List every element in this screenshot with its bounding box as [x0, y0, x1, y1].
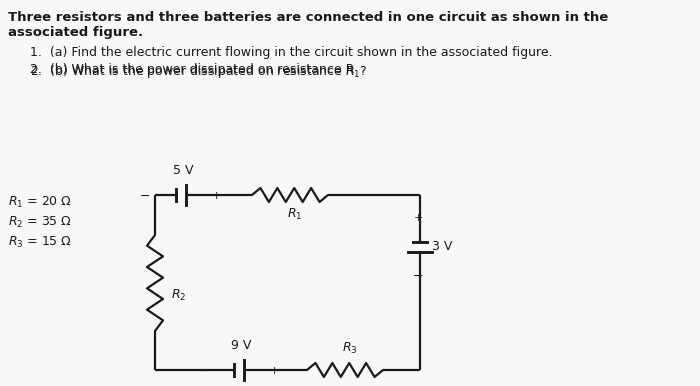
Text: $R_2$: $R_2$: [171, 288, 186, 303]
Text: $R_1$: $R_1$: [287, 207, 302, 222]
Text: Three resistors and three batteries are connected in one circuit as shown in the: Three resistors and three batteries are …: [8, 11, 608, 24]
Text: −: −: [413, 270, 424, 283]
Text: +: +: [212, 191, 221, 201]
Text: 2.  (b) What is the power dissipated on resistance R: 2. (b) What is the power dissipated on r…: [30, 63, 354, 76]
Text: 1.  (a) Find the electric current flowing in the circuit shown in the associated: 1. (a) Find the electric current flowing…: [30, 46, 552, 59]
Text: 9 V: 9 V: [231, 339, 251, 352]
Text: −: −: [139, 190, 150, 203]
Text: $R_3$ = 15 Ω: $R_3$ = 15 Ω: [8, 235, 72, 250]
Text: $R_1$ = 20 Ω: $R_1$ = 20 Ω: [8, 195, 72, 210]
Text: −: −: [197, 364, 208, 378]
Text: $R_3$: $R_3$: [342, 341, 358, 356]
Text: $R_2$ = 35 Ω: $R_2$ = 35 Ω: [8, 215, 72, 230]
Text: 2.  (b) What is the power dissipated on resistance $R_1$?: 2. (b) What is the power dissipated on r…: [30, 63, 368, 80]
Text: +: +: [270, 366, 279, 376]
Text: +: +: [413, 213, 423, 223]
Text: 3 V: 3 V: [432, 240, 452, 253]
Text: 5 V: 5 V: [173, 164, 193, 177]
Text: associated figure.: associated figure.: [8, 26, 143, 39]
